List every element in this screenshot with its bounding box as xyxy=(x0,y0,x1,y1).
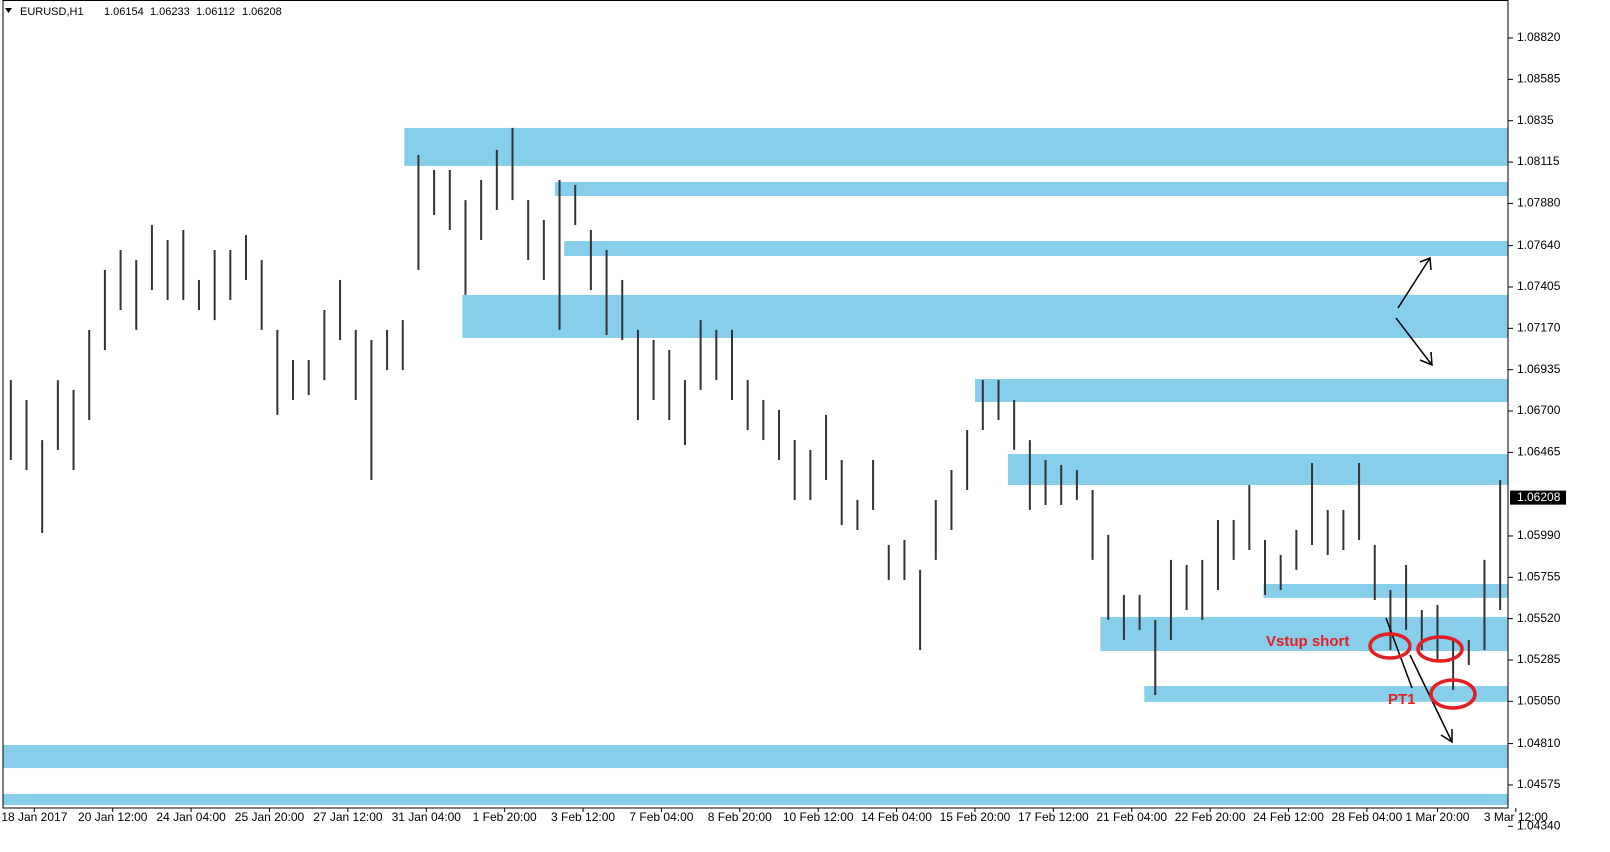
entry-circle xyxy=(1368,632,1412,660)
y-tick-label: 1.05285 xyxy=(1517,652,1561,666)
y-tick-label: 1.07405 xyxy=(1517,279,1561,293)
x-tick-label: 7 Feb 04:00 xyxy=(629,810,693,824)
current-price-label: 1.06208 xyxy=(1517,490,1561,504)
y-tick-label: 1.08585 xyxy=(1517,72,1561,86)
y-tick-label: 1.05050 xyxy=(1517,694,1561,708)
y-tick-label: 1.07170 xyxy=(1517,321,1561,335)
y-tick-label: 1.06700 xyxy=(1517,403,1561,417)
x-tick-label: 1 Mar 20:00 xyxy=(1405,810,1469,824)
x-tick-label: 24 Jan 04:00 xyxy=(156,810,226,824)
open: 1.06154 xyxy=(104,6,144,18)
path-line xyxy=(1385,617,1413,689)
zone xyxy=(404,127,1508,166)
x-tick-label: 15 Feb 20:00 xyxy=(940,810,1011,824)
y-tick-label: 1.06465 xyxy=(1517,445,1561,459)
x-tick-label: 1 Feb 20:00 xyxy=(473,810,537,824)
y-tick-label: 1.04810 xyxy=(1517,736,1561,750)
y-tick-label: 1.05990 xyxy=(1517,528,1561,542)
annotation: PT1 xyxy=(1388,691,1416,708)
y-tick-label: 1.04340 xyxy=(1517,818,1561,832)
low: 1.06112 xyxy=(196,6,235,18)
y-tick-label: 1.06935 xyxy=(1517,362,1561,376)
zone xyxy=(974,379,1508,403)
plot-frame xyxy=(2,0,1509,809)
close: 1.06208 xyxy=(242,6,282,18)
zone xyxy=(1144,686,1508,702)
zone xyxy=(3,745,1508,769)
x-tick-label: 31 Jan 04:00 xyxy=(392,810,462,824)
menu-triangle xyxy=(5,8,12,13)
zone xyxy=(1007,453,1508,485)
zone xyxy=(564,241,1508,257)
x-tick-label: 17 Feb 12:00 xyxy=(1018,810,1089,824)
arrow-head xyxy=(1419,256,1432,271)
y-tick-label: 1.08115 xyxy=(1517,154,1560,168)
y-tick-label: 1.08820 xyxy=(1517,30,1561,44)
high: 1.06233 xyxy=(150,6,190,18)
x-tick-label: 28 Feb 04:00 xyxy=(1332,810,1403,824)
x-tick-label: 25 Jan 20:00 xyxy=(235,810,305,824)
arrow-up xyxy=(1397,257,1431,309)
y-tick-label: 1.07640 xyxy=(1517,238,1561,252)
entry-circle xyxy=(1416,635,1464,663)
symbol: EURUSD,H1 xyxy=(20,6,84,18)
x-tick-label: 21 Feb 04:00 xyxy=(1096,810,1167,824)
arrow-head xyxy=(1419,351,1433,367)
y-tick-label: 1.05520 xyxy=(1517,611,1561,625)
y-tick-label: 1.04575 xyxy=(1517,777,1561,791)
x-tick-label: 18 Jan 2017 xyxy=(1,810,67,824)
zone xyxy=(554,181,1508,197)
x-tick-label: 3 Mar 12:00 xyxy=(1484,810,1548,824)
zone xyxy=(462,294,1509,339)
zones xyxy=(3,127,1509,806)
price-bars xyxy=(9,127,1502,696)
x-tick-label: 10 Feb 12:00 xyxy=(783,810,854,824)
y-tick-label: 1.07880 xyxy=(1517,196,1561,210)
zone xyxy=(3,793,1508,806)
highlights xyxy=(1368,632,1477,710)
annotation: Vstup short xyxy=(1266,633,1349,650)
axes: 1.08820 1.08585 1.0835 1.08115 1.07880 1.0764… xyxy=(1,30,1566,832)
target-circle xyxy=(1429,678,1477,710)
x-tick-label: 22 Feb 20:00 xyxy=(1175,810,1246,824)
x-tick-label: 24 Feb 12:00 xyxy=(1253,810,1324,824)
y-tick-label: 1.05755 xyxy=(1517,569,1561,583)
zone xyxy=(1263,584,1508,598)
current-price-box xyxy=(1510,490,1566,505)
x-tick-label: 20 Jan 12:00 xyxy=(78,810,148,824)
x-tick-label: 3 Feb 12:00 xyxy=(551,810,615,824)
arrow-down xyxy=(1395,317,1433,366)
x-tick-label: 8 Feb 20:00 xyxy=(708,810,772,824)
arrow-head xyxy=(1440,729,1453,744)
y-tick-label: 1.0835 xyxy=(1517,113,1554,127)
zone xyxy=(1100,616,1508,652)
x-tick-label: 27 Jan 12:00 xyxy=(313,810,383,824)
x-tick-label: 14 Feb 04:00 xyxy=(861,810,932,824)
